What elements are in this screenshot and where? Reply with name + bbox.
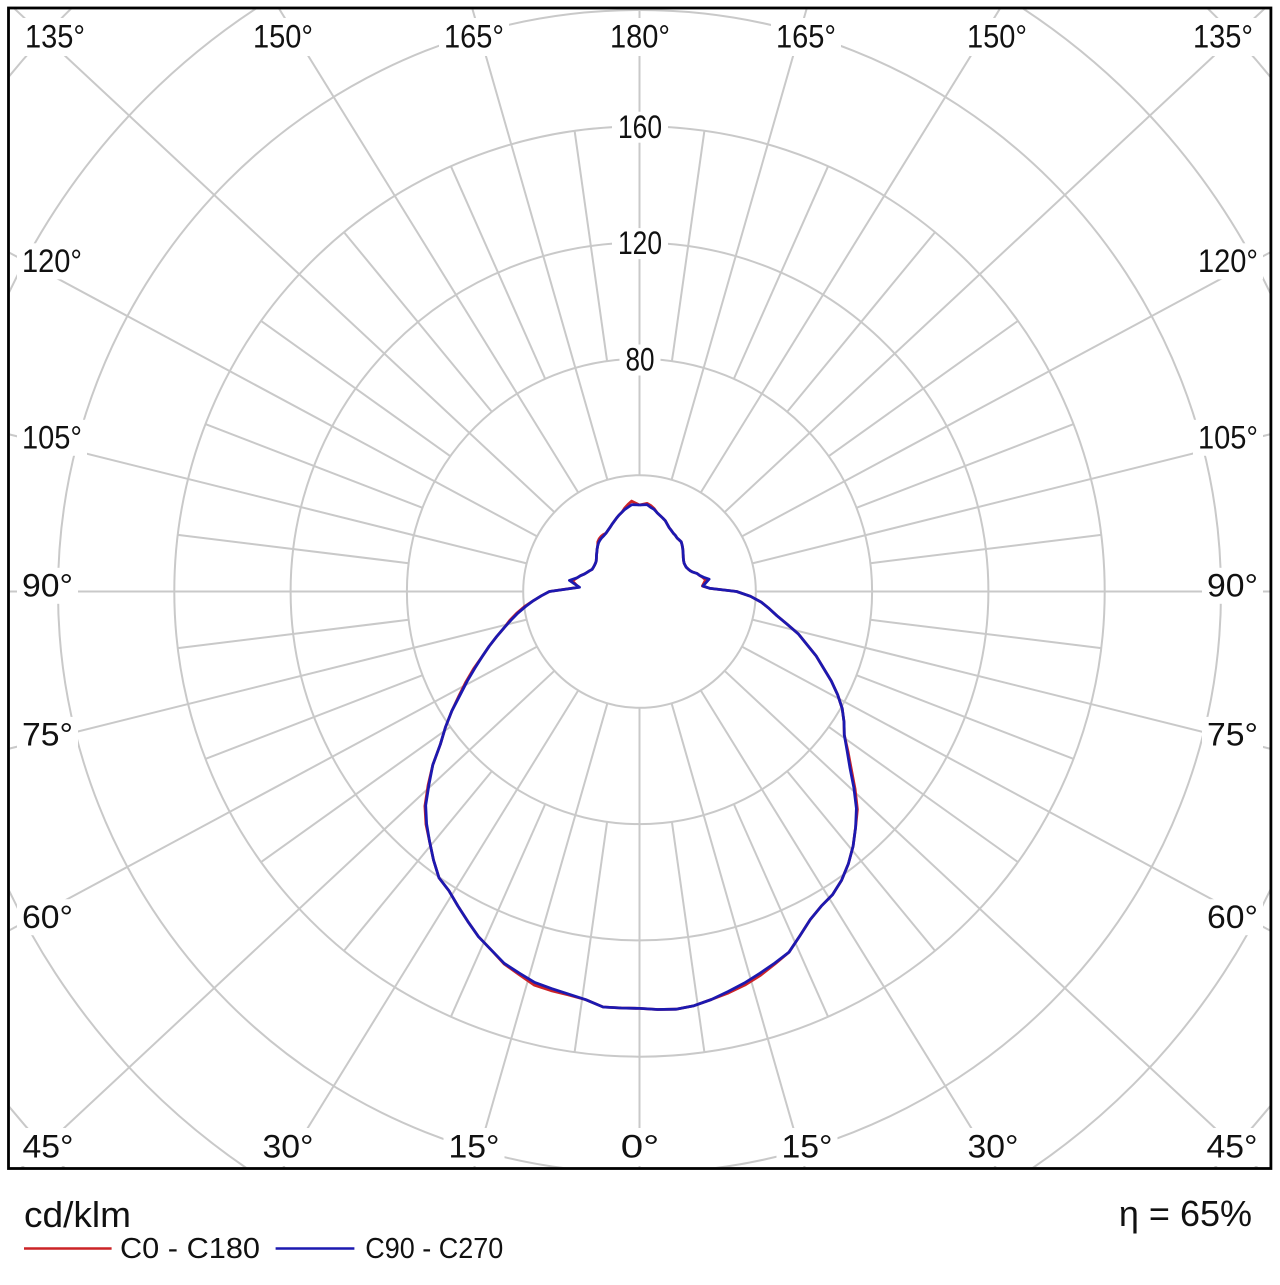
svg-text:135°: 135° bbox=[1193, 19, 1253, 55]
svg-text:165°: 165° bbox=[444, 19, 504, 55]
svg-text:165°: 165° bbox=[776, 19, 836, 55]
svg-text:60°: 60° bbox=[22, 899, 73, 935]
svg-text:60°: 60° bbox=[1207, 899, 1258, 935]
svg-text:120: 120 bbox=[618, 225, 662, 261]
svg-text:160: 160 bbox=[618, 109, 662, 145]
svg-text:45°: 45° bbox=[1207, 1129, 1258, 1165]
svg-text:90°: 90° bbox=[1207, 567, 1258, 603]
svg-text:C90 - C270: C90 - C270 bbox=[365, 1233, 503, 1265]
svg-text:120°: 120° bbox=[22, 243, 82, 279]
svg-text:150°: 150° bbox=[967, 19, 1027, 55]
svg-text:η = 65%: η = 65% bbox=[1119, 1193, 1252, 1234]
svg-text:105°: 105° bbox=[1198, 419, 1258, 455]
svg-text:80: 80 bbox=[626, 342, 655, 378]
svg-text:150°: 150° bbox=[253, 19, 313, 55]
svg-text:15°: 15° bbox=[449, 1129, 500, 1165]
svg-text:120°: 120° bbox=[1198, 243, 1258, 279]
svg-text:15°: 15° bbox=[782, 1129, 833, 1165]
svg-text:135°: 135° bbox=[25, 19, 85, 55]
svg-text:75°: 75° bbox=[22, 717, 73, 753]
svg-text:30°: 30° bbox=[263, 1129, 314, 1165]
svg-text:180°: 180° bbox=[610, 19, 670, 55]
svg-text:cd/klm: cd/klm bbox=[24, 1194, 131, 1235]
svg-text:105°: 105° bbox=[22, 419, 82, 455]
svg-text:75°: 75° bbox=[1207, 717, 1258, 753]
svg-text:45°: 45° bbox=[23, 1129, 74, 1165]
svg-text:30°: 30° bbox=[968, 1129, 1019, 1165]
svg-text:0°: 0° bbox=[621, 1129, 660, 1165]
svg-text:C0 - C180: C0 - C180 bbox=[120, 1233, 260, 1265]
svg-text:90°: 90° bbox=[22, 567, 73, 603]
